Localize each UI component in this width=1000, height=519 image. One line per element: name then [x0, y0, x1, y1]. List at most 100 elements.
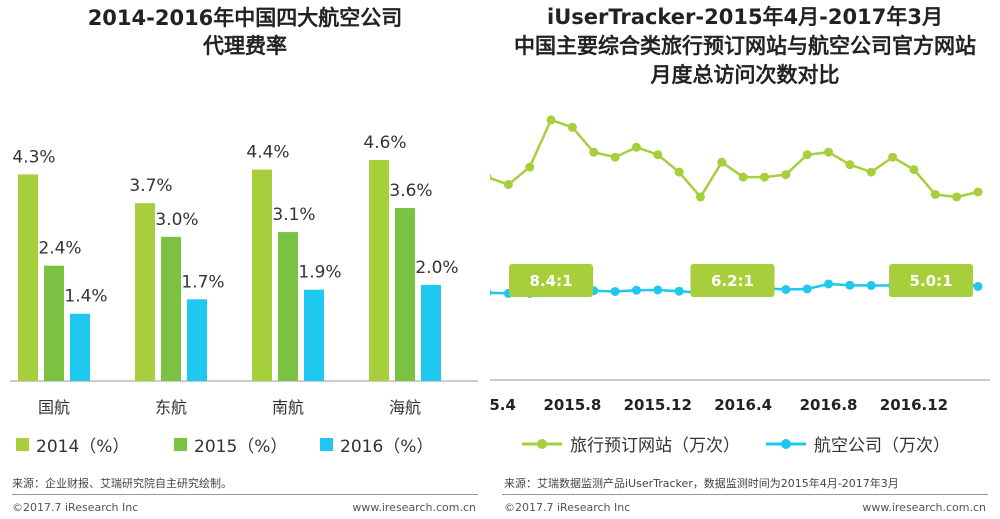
- bar-category-label: 国航: [38, 398, 70, 417]
- series-0-point-2016.12: [909, 165, 919, 175]
- series-0-point-2017.3: [973, 187, 983, 197]
- legend-label-2016: 2016（%）: [340, 437, 434, 457]
- right-chart-title-line3: 月度总访问次数对比: [650, 63, 840, 87]
- bar-value-label: 1.7%: [181, 272, 224, 292]
- ratio-label-1: 6.2:1: [711, 272, 754, 290]
- bar-东航-1: [161, 236, 181, 381]
- series-0-point-2016.9: [845, 160, 855, 170]
- series-1-point-2015.12: [653, 285, 663, 295]
- bar-value-label: 2.4%: [38, 239, 81, 259]
- right-website: www.iresearch.com.cn: [862, 501, 986, 514]
- bar-value-label: 3.1%: [272, 205, 315, 225]
- right-panel: iUserTracker-2015年4月-2017年3月 中国主要综合类旅行预订…: [490, 0, 1000, 519]
- series-0-point-2016.1: [674, 167, 684, 177]
- left-copyright: ©2017.7 iResearch Inc: [12, 501, 139, 514]
- legend-swatch-2016: [320, 438, 333, 451]
- series-0-point-2016.7: [802, 150, 812, 160]
- series-line-0: [490, 118, 979, 200]
- series-1-point-2016.7: [802, 284, 812, 294]
- series-0-point-2015.4: [490, 173, 492, 181]
- series-0-point-2015.7: [546, 115, 556, 125]
- bar-南航-0: [252, 169, 272, 381]
- bar-value-label: 3.6%: [389, 181, 432, 201]
- legend-item-2016: 2016（%）: [320, 432, 433, 457]
- x-tick-label: 2016.12: [880, 396, 948, 414]
- bar-value-label: 4.6%: [363, 133, 406, 153]
- bar-国航-2: [70, 313, 90, 381]
- left-chart-title-line1: 2014-2016年中国四大航空公司: [87, 6, 403, 30]
- series-1-point-2015.11: [631, 285, 641, 295]
- legend-item-2015: 2015（%）: [174, 432, 287, 457]
- legend-label-travel: 旅行预订网站（万次）: [570, 436, 740, 456]
- x-tick-label: 2015.12: [624, 396, 692, 414]
- legend-label-airline: 航空公司（万次）: [814, 436, 950, 456]
- series-0-point-2016.4: [738, 172, 748, 182]
- ratio-badge-0: [509, 264, 594, 297]
- line-chart: 2015.4 2015.8 2015.12 2016.4 2016.8 2016.12 8.…: [490, 115, 990, 414]
- series-0-point-2016.11: [888, 152, 898, 162]
- series-0-point-2015.5: [503, 180, 513, 190]
- bar-value-label: 4.3%: [12, 147, 55, 167]
- series-1-point-2015.10: [610, 286, 620, 296]
- series-0-point-2015.10: [610, 152, 620, 162]
- bar-value-label: 1.4%: [64, 287, 107, 307]
- right-chart-title-line2: 中国主要综合类旅行预订网站与航空公司官方网站: [514, 34, 976, 58]
- series-1-point-2017.3: [973, 281, 983, 291]
- series-0-point-2015.8: [567, 122, 577, 132]
- legend-label-2015: 2015（%）: [194, 437, 288, 457]
- bar-category-label: 南航: [272, 398, 304, 417]
- series-0-point-2017.2: [952, 192, 962, 202]
- bar-南航-2: [304, 289, 324, 381]
- bar-南航-1: [278, 232, 298, 381]
- left-website: www.iresearch.com.cn: [352, 501, 476, 514]
- bar-海航-2: [421, 284, 441, 381]
- bar-value-label: 4.4%: [246, 143, 289, 163]
- series-0-point-2015.12: [653, 150, 663, 160]
- right-copyright: ©2017.7 iResearch Inc: [504, 501, 631, 514]
- bar-海航-1: [395, 208, 415, 381]
- legend-item-airline: 航空公司（万次）: [766, 431, 950, 456]
- series-0-point-2015.6: [525, 162, 535, 172]
- bar-东航-2: [187, 299, 207, 381]
- bar-value-label: 2.0%: [415, 258, 458, 278]
- left-footer-divider: [12, 494, 478, 495]
- left-chart-title-line2: 代理费率: [203, 34, 287, 58]
- x-tick-label: 2016.4: [714, 396, 772, 414]
- legend-swatch-2014: [16, 438, 29, 451]
- ratio-label-2: 5.0:1: [910, 272, 953, 290]
- right-chart-title-line1: iUserTracker-2015年4月-2017年3月: [547, 5, 943, 29]
- series-1-point-2016.9: [845, 280, 855, 290]
- series-0-point-2015.9: [589, 147, 599, 157]
- left-panel: 2014-2016年中国四大航空公司 代理费率 4.3% 2.4% 1.4% 国航 3.…: [0, 0, 490, 519]
- x-tick-label: 2016.8: [800, 396, 858, 414]
- bar-海航-0: [369, 159, 389, 381]
- ratio-badge-1: [690, 264, 775, 297]
- series-1-point-2016.8: [824, 279, 834, 289]
- legend-item-2014: 2014（%）: [16, 432, 129, 457]
- series-1-point-2016.6: [781, 284, 791, 294]
- right-source: 来源：艾瑞数据监测产品iUserTracker，数据监测时间为2015年4月-2…: [504, 477, 899, 490]
- series-0-point-2016.8: [824, 147, 834, 157]
- bar-value-label: 1.9%: [298, 263, 341, 283]
- series-1-point-2016.1: [674, 286, 684, 296]
- legend-item-travel: 旅行预订网站（万次）: [522, 431, 740, 456]
- legend-line-travel-icon: [522, 438, 562, 449]
- right-footer-divider: [502, 494, 988, 495]
- legend-swatch-2015: [174, 438, 187, 451]
- series-0-point-2016.10: [866, 167, 876, 177]
- series-0-point-2016.6: [781, 170, 791, 180]
- series-1-point-2015.4: [490, 289, 492, 297]
- series-0-point-2015.11: [631, 142, 641, 152]
- bar-value-label: 3.0%: [155, 210, 198, 230]
- series-0-point-2016.5: [760, 172, 770, 182]
- bar-国航-1: [44, 265, 64, 381]
- left-source: 来源：企业财报、艾瑞研究院自主研究绘制。: [12, 477, 232, 490]
- x-tick-label: 2015.8: [543, 396, 601, 414]
- series-0-point-2016.3: [717, 157, 727, 167]
- bar-chart: 4.3% 2.4% 1.4% 国航 3.7% 3.0% 1.7% 东航 4.4% 3.1% 1.9%…: [10, 133, 478, 417]
- ratio-badge-2: [889, 264, 974, 297]
- ratio-label-0: 8.4:1: [530, 272, 573, 290]
- series-1-point-2016.10: [866, 280, 876, 290]
- x-tick-label: 2015.4: [490, 396, 516, 414]
- bar-国航-0: [18, 174, 38, 381]
